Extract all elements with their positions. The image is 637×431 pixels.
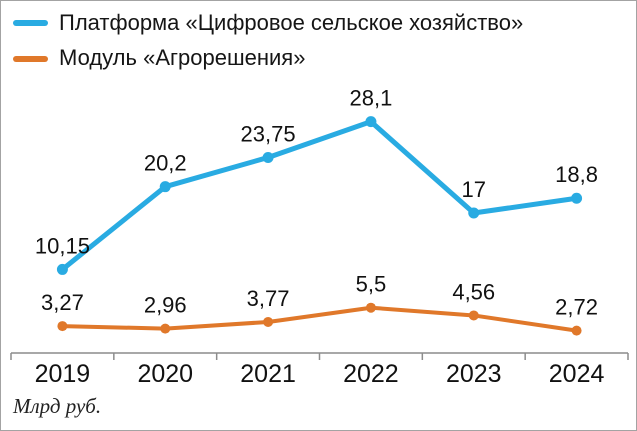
data-point [365,116,377,128]
data-label: 18,8 [555,162,598,187]
data-point [571,192,583,204]
data-label: 3,77 [247,286,290,311]
x-tick-label: 2019 [35,360,91,388]
series-line [60,305,579,333]
x-tick-label: 2024 [549,360,605,388]
data-point [57,321,68,332]
unit-label: Млрд руб. [13,394,102,418]
data-label: 5,5 [356,272,387,297]
x-tick-label: 2022 [343,360,399,388]
data-label: 2,96 [144,293,187,318]
x-tick-label: 2023 [446,360,502,388]
data-point [263,316,274,327]
data-label: 10,15 [35,233,90,258]
data-label: 23,75 [241,121,296,146]
legend-label-platform: Платформа «Цифровое сельское хозяйство» [59,10,524,35]
x-tick-label: 2021 [240,360,296,388]
legend-item: Модуль «Агрорешения» [13,45,523,71]
data-point [468,310,479,321]
data-label: 3,27 [41,290,84,315]
legend-swatch-platform [13,20,48,27]
legend-item: Платформа «Цифровое сельское хозяйство» [13,10,523,36]
data-point [159,181,171,193]
data-point [468,207,480,219]
data-point [160,323,171,334]
data-label: 2,72 [555,295,598,320]
x-tick-label: 2020 [137,360,193,388]
data-label: 20,2 [144,151,187,176]
legend-swatch-module [13,55,48,62]
data-point [571,325,582,336]
data-point [262,151,274,163]
data-point [365,302,376,313]
data-point [56,263,68,275]
series-line [59,119,580,272]
data-label: 17 [462,177,486,202]
data-label: 28,1 [350,86,393,111]
data-label: 4,56 [452,279,495,304]
legend-label-module: Модуль «Агрорешения» [59,45,306,71]
legend: Платформа «Цифровое сельское хозяйство» … [13,10,523,72]
